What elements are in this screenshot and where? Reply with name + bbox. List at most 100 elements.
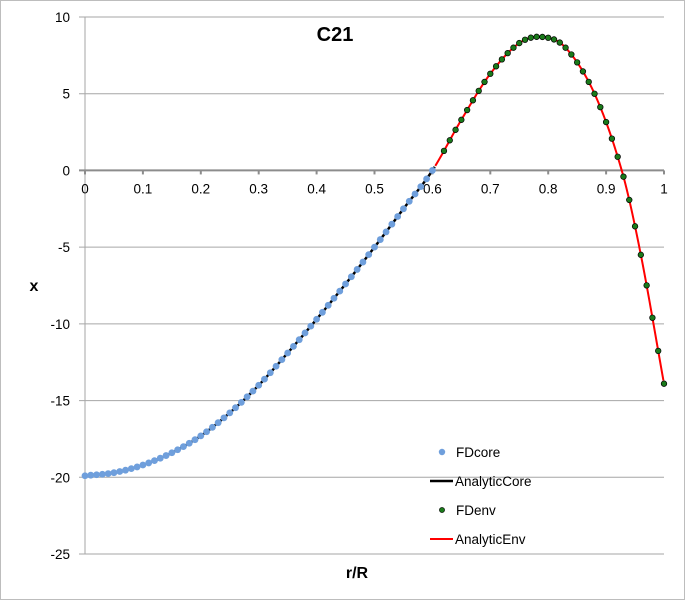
fdcore-point xyxy=(243,393,251,401)
fdenv-point xyxy=(498,56,506,63)
fdcore-point xyxy=(191,436,199,444)
fdenv-point xyxy=(626,196,633,204)
fdenv-point xyxy=(452,126,459,133)
fdenv-point xyxy=(510,44,517,51)
x-tick-label: 0.2 xyxy=(191,181,210,196)
fdcore-point xyxy=(261,375,268,383)
fdcore-point xyxy=(330,294,338,302)
fdenv-point xyxy=(637,251,644,258)
fdcore-marker-icon xyxy=(438,448,446,456)
fdenv-point xyxy=(481,78,488,86)
fdenv-point xyxy=(660,380,668,387)
fdcore-point xyxy=(249,387,257,395)
fdcore-point xyxy=(93,471,100,479)
fdcore-point xyxy=(359,258,367,266)
fdenv-point xyxy=(463,106,471,114)
fdcore-point xyxy=(278,356,286,364)
fdenv-point xyxy=(556,39,563,46)
x-tick-label: 0.7 xyxy=(481,181,500,196)
fdenv-point xyxy=(533,33,540,40)
x-tick-label: 0.6 xyxy=(423,181,442,196)
fdcore-point xyxy=(405,197,413,205)
fdenv-point xyxy=(504,49,511,57)
fdcore-point xyxy=(313,315,320,323)
x-tick-label: 0.4 xyxy=(307,181,326,196)
fdcore-point xyxy=(208,423,216,431)
fdcore-point xyxy=(110,469,118,477)
fdcore-point xyxy=(371,243,378,251)
fdenv-point xyxy=(591,90,598,97)
x-axis-title: r/R xyxy=(346,565,369,582)
fdcore-point xyxy=(394,213,402,220)
fdcore-point xyxy=(116,468,124,475)
x-tick-label: 0.1 xyxy=(134,181,153,196)
fdenv-point xyxy=(539,33,546,41)
fdcore-point xyxy=(81,472,89,480)
fdenv-point xyxy=(579,68,587,75)
fdcore-point xyxy=(353,266,361,273)
y-tick-labels: 10 5 0 -5 -10 -15 -20 -25 xyxy=(50,10,70,562)
y-tick-label: -20 xyxy=(50,470,70,485)
fdcore-point xyxy=(336,287,344,295)
y-tick-label: -5 xyxy=(58,240,70,255)
fdcore-point xyxy=(145,459,153,467)
fdcore-point xyxy=(400,205,407,213)
x-tick-label: 0.9 xyxy=(597,181,616,196)
fdcore-point xyxy=(290,342,297,350)
axes xyxy=(79,17,665,554)
fdenv-point xyxy=(521,36,529,43)
x-tick-label: 0.8 xyxy=(539,181,558,196)
fdenv-point xyxy=(550,36,558,43)
fdcore-point xyxy=(122,466,129,474)
y-tick-label: 5 xyxy=(62,87,70,102)
legend-label: FDcore xyxy=(456,445,500,460)
fdcore-point xyxy=(197,432,205,440)
fdcore-point xyxy=(232,404,239,412)
fdenv-point xyxy=(643,282,650,289)
y-axis-title: x xyxy=(30,278,39,295)
x-tick-label: 1 xyxy=(660,181,668,196)
fdcore-point xyxy=(429,167,436,174)
fdcore-point xyxy=(127,465,135,473)
gridlines xyxy=(79,16,664,555)
fdcore-point xyxy=(98,470,106,478)
legend-label: AnalyticEnv xyxy=(455,532,526,547)
fdcore-point xyxy=(214,419,222,427)
fdcore-point xyxy=(133,463,141,471)
fdcore-point xyxy=(423,175,431,183)
legend-label: AnalyticCore xyxy=(455,474,532,489)
fdcore-point xyxy=(301,329,309,337)
fdenv-point xyxy=(608,135,616,142)
y-tick-label: -25 xyxy=(50,547,70,562)
fdenv-point xyxy=(440,147,448,154)
fdcore-point xyxy=(162,452,170,459)
fdenv-point xyxy=(602,118,610,126)
fdenv-point xyxy=(614,153,621,160)
fdcore-point xyxy=(318,308,326,316)
fdcore-point xyxy=(411,190,419,198)
fdenv-point xyxy=(631,223,639,230)
fdcore-point xyxy=(185,439,193,447)
y-tick-label: -15 xyxy=(50,394,70,409)
series-layer xyxy=(81,33,668,480)
fdenv-point xyxy=(487,70,494,77)
fdcore-point xyxy=(342,280,349,288)
fdenv-point xyxy=(458,116,465,123)
fdcore-point xyxy=(87,471,95,479)
fdcore-point xyxy=(272,362,280,370)
fdenv-point xyxy=(475,87,482,95)
fdcore-point xyxy=(203,428,210,436)
y-tick-label: 10 xyxy=(55,10,70,25)
fdcore-point xyxy=(266,369,274,377)
legend: FDcore AnalyticCore FDenv AnalyticEnv xyxy=(430,445,532,547)
fdenv-point xyxy=(516,39,523,47)
fdcore-point xyxy=(417,183,425,191)
x-tick-label: 0.5 xyxy=(365,181,384,196)
fdenv-point xyxy=(597,103,604,111)
fdenv-point xyxy=(585,78,592,85)
fdcore-point xyxy=(151,457,158,465)
fdcore-point xyxy=(255,381,263,389)
fdenv-point xyxy=(574,59,581,66)
x-tick-labels: 0 0.1 0.2 0.3 0.4 0.5 0.6 0.7 0.8 0.9 1 xyxy=(81,181,668,196)
